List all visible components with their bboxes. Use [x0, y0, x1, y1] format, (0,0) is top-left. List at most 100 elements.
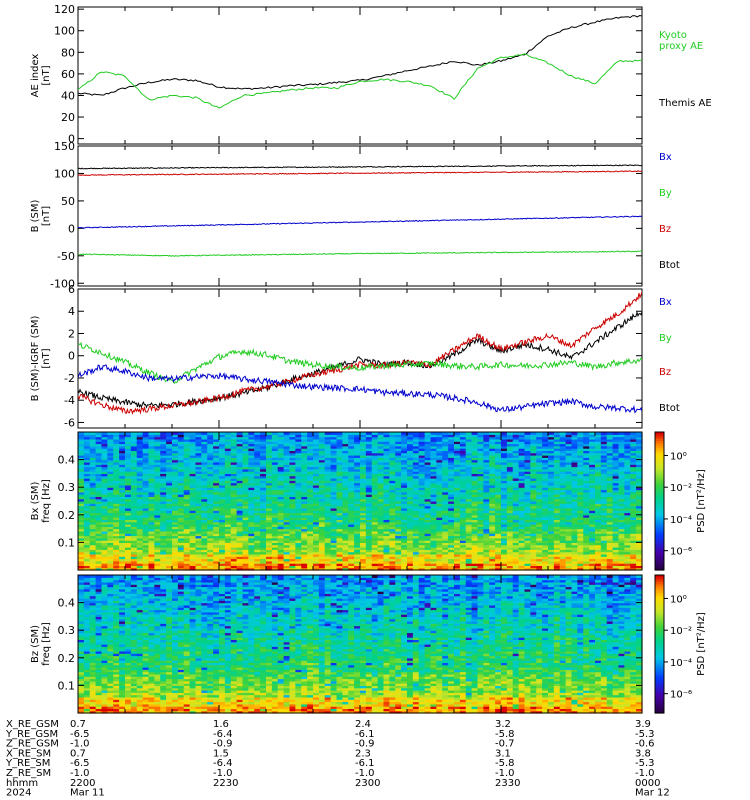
- y-tick-label: 80: [61, 46, 75, 59]
- ephemeris-value: -6.1: [355, 758, 375, 769]
- y-axis-label: AE index: [30, 54, 41, 98]
- y-tick-label: 2: [68, 327, 75, 340]
- legend-entry: Bz: [659, 367, 671, 378]
- ephemeris-row-label: 2024: [6, 788, 31, 799]
- series-line-btot: [78, 164, 642, 170]
- legend-entry: By: [659, 188, 672, 199]
- ephemeris-value: -1.0: [355, 768, 375, 779]
- y-tick-label: 0.1: [58, 679, 76, 692]
- y-tick-label: -50: [57, 250, 75, 263]
- ephemeris-value: -6.5: [70, 729, 90, 740]
- ephemeris-value: 2200: [70, 778, 95, 789]
- panel-b: [77, 145, 643, 287]
- ephemeris-value: 2300: [355, 778, 380, 789]
- colorbar-bzspec: [654, 574, 668, 714]
- y-axis-label: freq [Hz]: [41, 622, 52, 666]
- y-tick-label: 4: [68, 305, 75, 318]
- ephemeris-row-label: X_RE_GSM: [6, 719, 59, 730]
- ephemeris-row-label: Y_RE_SM: [5, 758, 50, 769]
- ephemeris-value: -1.0: [213, 768, 233, 779]
- y-axis-label: [nT]: [41, 206, 52, 226]
- y-axis-label: Bz (SM): [30, 625, 41, 663]
- legend-entry: Kyoto: [659, 30, 687, 41]
- legend-entry: Btot: [659, 260, 680, 271]
- ephemeris-value: 3.2: [495, 719, 511, 730]
- series-line-bx: [78, 364, 642, 414]
- series-line-kyoto-proxy-ae: [78, 53, 642, 109]
- legend-entry: Themis AE: [658, 98, 712, 109]
- colorbar-tick-label: 10⁻⁴: [670, 658, 692, 669]
- y-tick-label: 0.2: [58, 509, 76, 522]
- ephemeris-value: -5.3: [635, 729, 655, 740]
- ephemeris-value: Mar 12: [635, 788, 670, 799]
- y-tick-label: 0.4: [58, 597, 76, 610]
- y-tick-label: 120: [54, 3, 75, 16]
- ephemeris-value: -1.0: [495, 768, 515, 779]
- y-tick-label: 0.2: [58, 652, 76, 665]
- ephemeris-value: -0.7: [495, 739, 515, 750]
- y-tick-label: 0: [68, 133, 75, 146]
- ephemeris-value: 0.7: [70, 748, 86, 759]
- ephemeris-value: 2.3: [355, 748, 371, 759]
- ephemeris-value: -0.9: [213, 739, 233, 750]
- ephemeris-value: 0000: [635, 778, 660, 789]
- y-axis-label: [nT]: [41, 348, 52, 368]
- ephemeris-value: -5.8: [495, 729, 515, 740]
- ephemeris-value: 2.4: [355, 719, 371, 730]
- ephemeris-row-label: Z_RE_GSM: [6, 739, 59, 750]
- ephemeris-value: 3.1: [495, 748, 511, 759]
- ephemeris-value: -0.9: [355, 739, 375, 750]
- y-tick-label: 0.1: [58, 536, 76, 549]
- y-tick-label: -2: [64, 372, 75, 385]
- ephemeris-value: -5.8: [495, 758, 515, 769]
- series-line-bz: [78, 170, 642, 177]
- y-axis-label: Bx (SM): [30, 482, 41, 521]
- y-tick-label: -6: [64, 416, 75, 429]
- y-tick-label: 0.4: [58, 454, 76, 467]
- y-tick-label: 0.3: [58, 624, 76, 637]
- colorbar-tick-label: 10⁻²: [670, 626, 692, 637]
- panel-dib: [77, 288, 643, 429]
- y-axis-label: [nT]: [41, 65, 52, 85]
- ephemeris-value: -1.0: [70, 768, 90, 779]
- ephemeris-value: -6.5: [70, 758, 90, 769]
- ephemeris-value: -0.6: [635, 739, 655, 750]
- y-axis-label: B (SM): [30, 199, 41, 232]
- ephemeris-value: -1.0: [70, 739, 90, 750]
- panel-ae: [77, 6, 643, 145]
- colorbar-tick-label: 10⁻²: [670, 483, 692, 494]
- legend-entry: Bz: [659, 224, 671, 235]
- ephemeris-value: Mar 11: [70, 788, 105, 799]
- panel-bzspec: [77, 574, 668, 714]
- colorbar-tick-label: 10⁻⁶: [670, 690, 692, 701]
- y-tick-label: 100: [54, 167, 75, 180]
- series-line-by: [78, 250, 642, 257]
- series-line-themis-ae: [78, 15, 642, 96]
- y-axis-label: freq [Hz]: [41, 479, 52, 523]
- colorbar-label: PSD [nT²/Hz]: [696, 612, 707, 676]
- ephemeris-value: 3.9: [635, 719, 651, 730]
- y-tick-label: 50: [61, 195, 75, 208]
- panel-frame: [77, 6, 643, 145]
- series-line-bx: [78, 215, 642, 229]
- ephemeris-row-label: Y_RE_GSM: [5, 729, 58, 740]
- ephemeris-row-label: Z_RE_SM: [6, 768, 51, 779]
- ephemeris-value: -6.4: [213, 729, 233, 740]
- y-tick-label: 0: [68, 222, 75, 235]
- legend-entry: proxy AE: [659, 41, 703, 52]
- legend-entry: Bx: [659, 297, 672, 308]
- ephemeris-value: -5.3: [635, 758, 655, 769]
- y-tick-label: 20: [61, 111, 75, 124]
- colorbar-tick-label: 10⁻⁴: [670, 515, 692, 526]
- series-line-bz: [78, 291, 642, 416]
- series-line-by: [78, 341, 642, 384]
- colorbar-tick-label: 10⁻⁶: [670, 547, 692, 558]
- y-tick-label: 0: [68, 350, 75, 363]
- legend-entry: Btot: [659, 403, 680, 414]
- ephemeris-row-label: hhmm: [6, 778, 38, 789]
- colorbar-bxspec: [654, 431, 668, 571]
- colorbar-label: PSD [nT²/Hz]: [696, 469, 707, 533]
- y-tick-label: 150: [54, 140, 75, 153]
- legend-entry: By: [659, 333, 672, 344]
